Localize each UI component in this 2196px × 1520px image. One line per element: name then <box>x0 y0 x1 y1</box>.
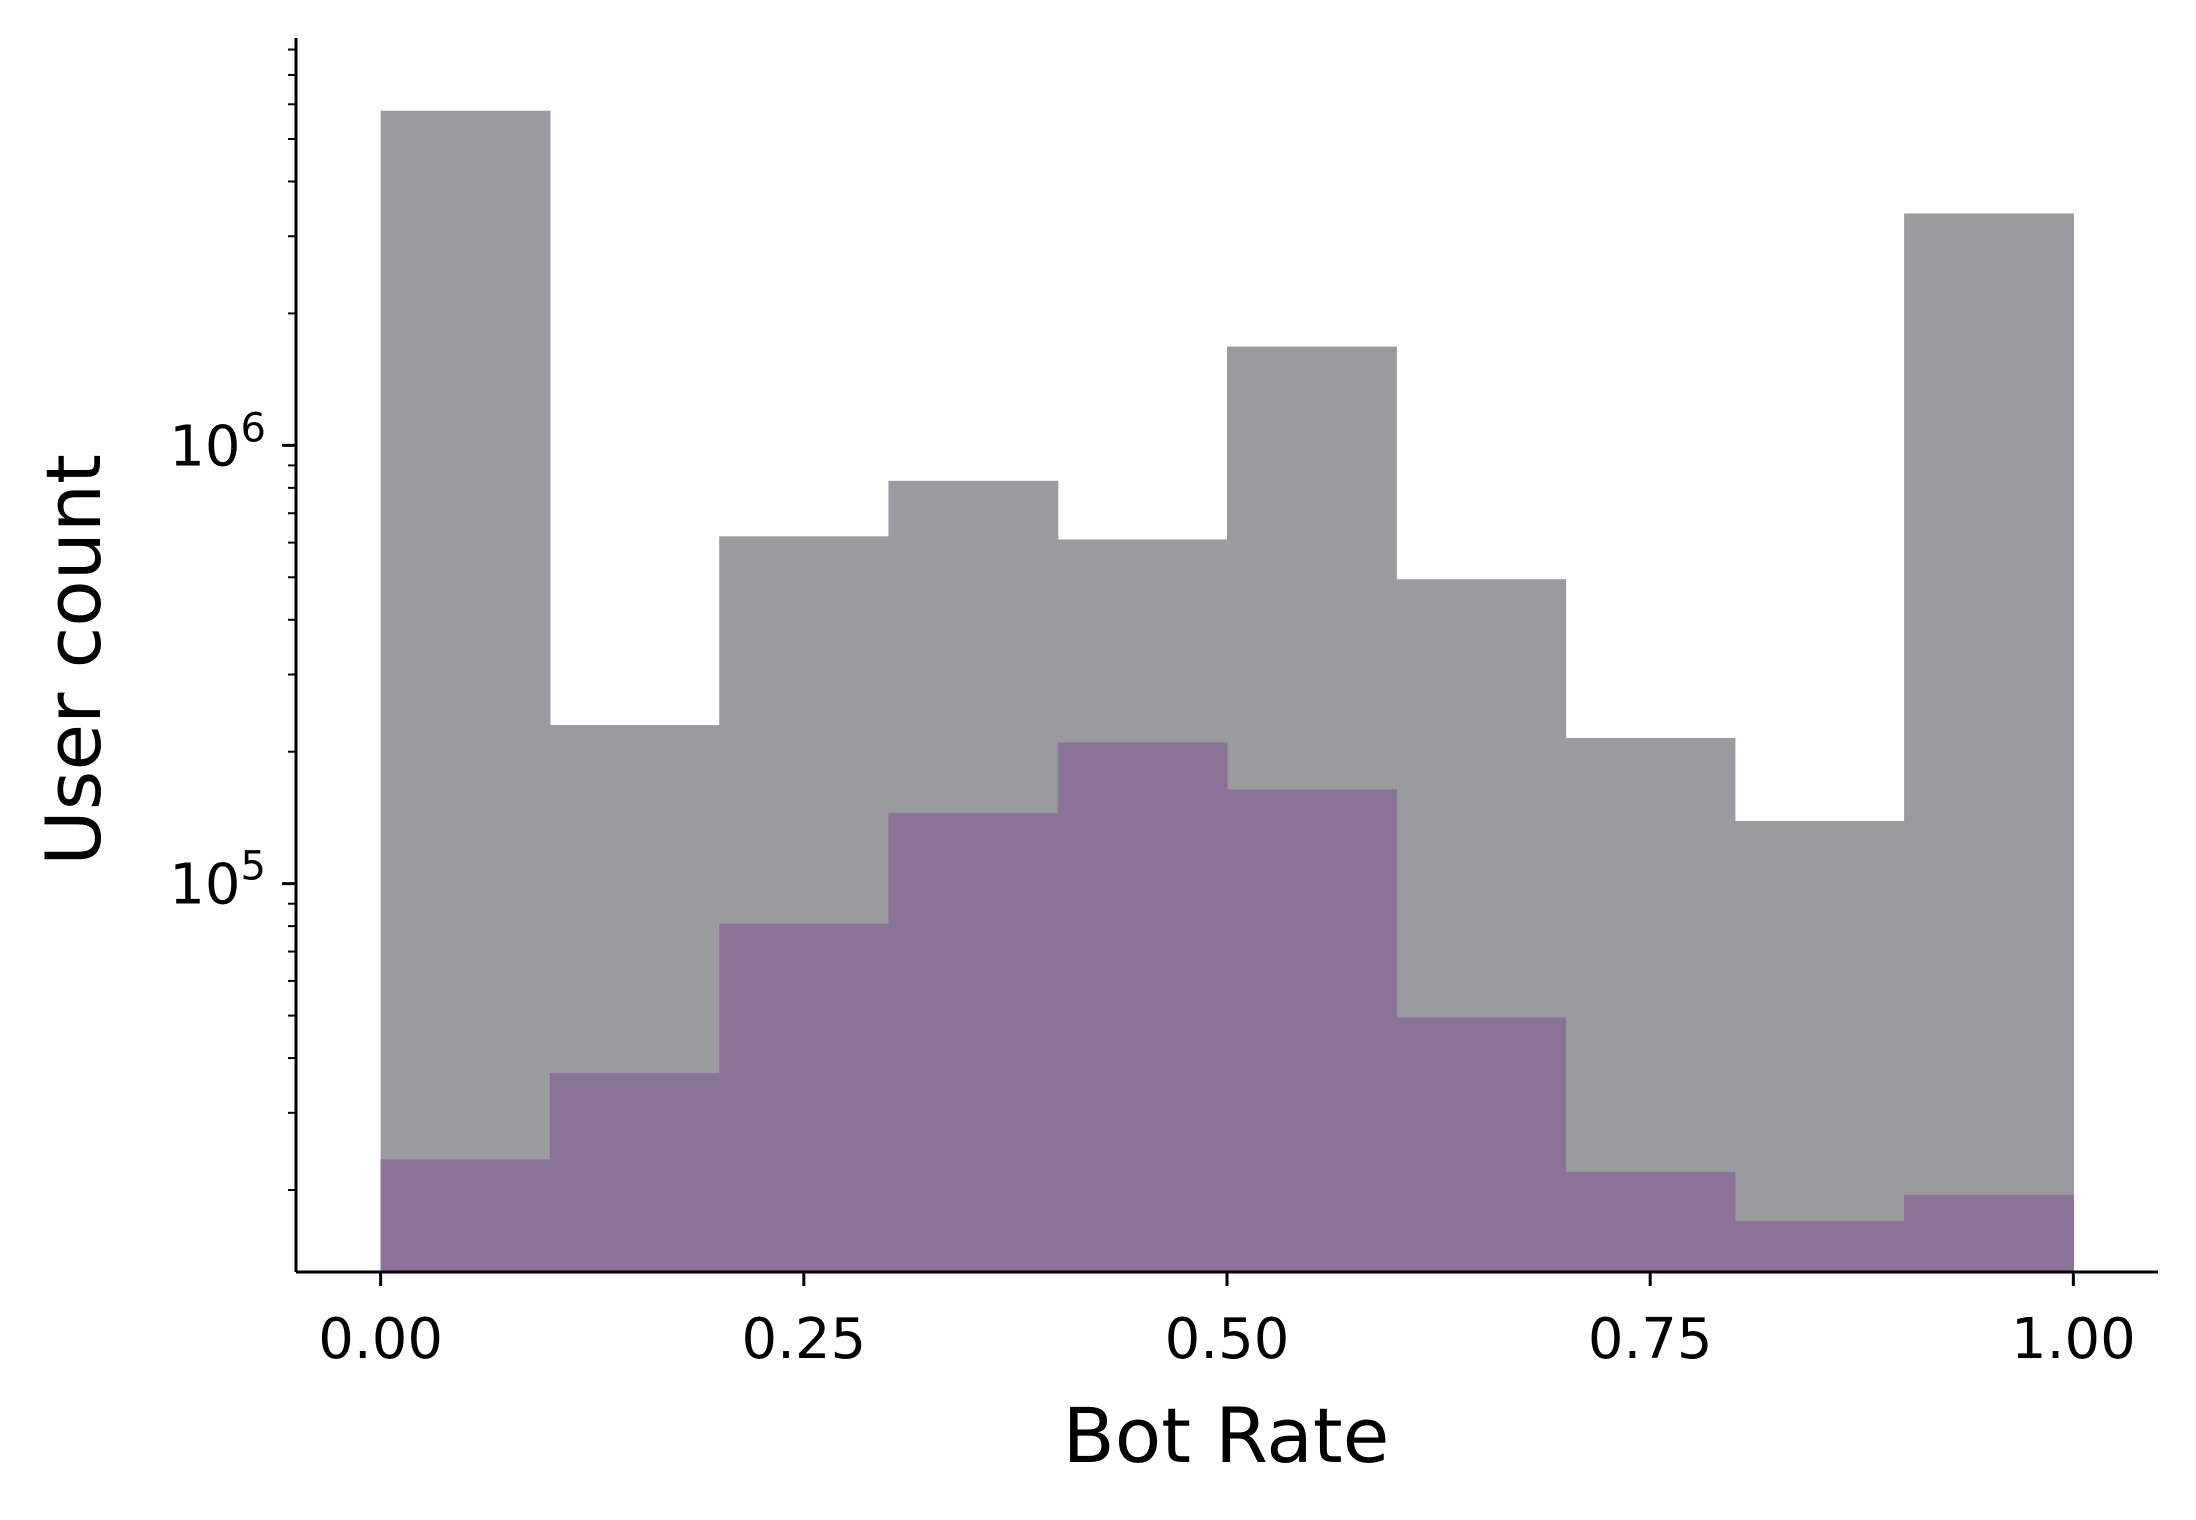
histogram-bars <box>380 110 2074 1273</box>
series-0-bar-0 <box>380 110 551 1273</box>
x-tick-label: 0.50 <box>1165 1307 1290 1372</box>
x-tick-label: 0.00 <box>318 1307 443 1372</box>
series-1-bar-7 <box>1565 1171 1736 1272</box>
series-1-bar-1 <box>549 1072 720 1272</box>
x-axis-title: Bot Rate <box>1063 1391 1390 1480</box>
series-1-bar-0 <box>380 1159 551 1272</box>
series-1-bar-6 <box>1396 1017 1567 1272</box>
y-tick-label: 106 <box>169 405 266 479</box>
x-tick-label: 0.75 <box>1588 1307 1713 1372</box>
series-0-bar-9 <box>1904 213 2074 1272</box>
series-1-bar-3 <box>888 812 1059 1272</box>
series-0-bar-8 <box>1734 820 1905 1272</box>
series-1-bar-9 <box>1904 1194 2074 1272</box>
y-tick-label: 105 <box>169 844 266 918</box>
axes: 0.00 0.25 0.50 0.75 1.00 105 106 <box>169 38 2158 1372</box>
x-tick-label: 1.00 <box>2011 1307 2136 1372</box>
x-tick-label: 0.25 <box>741 1307 866 1372</box>
series-1-bar-2 <box>719 923 890 1272</box>
series-1-bar-4 <box>1057 742 1228 1272</box>
y-axis-title: User count <box>29 454 118 866</box>
series-1-bar-8 <box>1734 1220 1905 1272</box>
series-1-bar-5 <box>1227 789 1397 1272</box>
